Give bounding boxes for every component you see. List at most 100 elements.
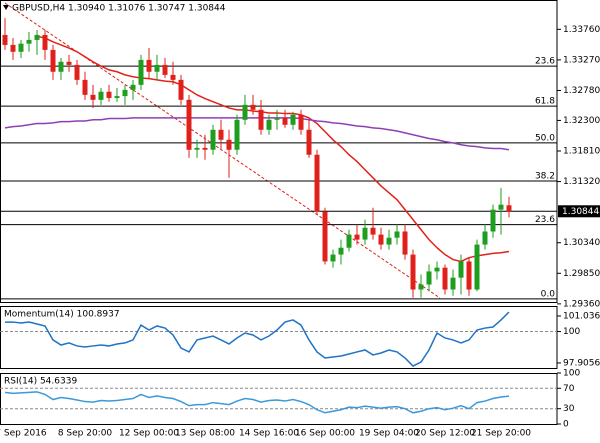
candle-body (82, 79, 88, 95)
candle-body (346, 234, 352, 248)
candle-body (410, 254, 416, 290)
candle-body (42, 34, 48, 50)
y-tick-label: 1.31320 (563, 177, 600, 187)
candle-body (338, 247, 344, 255)
candle-body (386, 237, 392, 245)
candle-body (458, 261, 464, 278)
x-tick-label: 8 Sep 20:00 (58, 429, 113, 439)
candle-body (418, 284, 424, 290)
x-tick-label: 16 Sep 00:00 (295, 429, 355, 439)
x-tick-label: 12 Sep 00:00 (119, 429, 179, 439)
candle-body (138, 59, 144, 85)
fib-label: 23.6 (535, 215, 555, 225)
y-tick-label: 1.32300 (563, 116, 600, 126)
y-tick-label: 1.33270 (563, 55, 600, 65)
candle-body (178, 79, 184, 100)
candle-body (66, 61, 72, 65)
fib-label: 61.8 (535, 97, 555, 107)
indicator-line (5, 311, 510, 367)
candle-body (186, 99, 192, 150)
candle-body (34, 34, 40, 40)
candle-body (250, 104, 256, 110)
candle-body (218, 129, 224, 140)
candle-body (2, 34, 8, 45)
candle-body (442, 267, 448, 290)
candle-body (10, 44, 16, 52)
candle-body (506, 205, 512, 212)
candle-body (434, 267, 440, 272)
panel-frame (0, 306, 558, 369)
y-tick-label: 97.9056 (563, 358, 600, 368)
candle-body (114, 96, 120, 98)
indicator-line (4, 391, 510, 414)
candle-body (106, 91, 112, 98)
candle-body (330, 254, 336, 262)
candle-body (90, 94, 96, 100)
y-tick-label: 1.29850 (563, 269, 600, 279)
y-tick-label: 101.036 (563, 311, 600, 321)
candle-body (258, 109, 264, 130)
panel-title: RSI(14) 54.6339 (4, 377, 77, 387)
fib-label: 38.2 (535, 171, 555, 181)
candle-body (402, 231, 408, 255)
y-tick-label: 1.29360 (563, 299, 600, 309)
y-tick-label: 70 (563, 384, 575, 394)
fib-label: 0.0 (541, 289, 556, 299)
y-tick-label: 1.30340 (563, 238, 600, 248)
candle-body (202, 147, 208, 150)
candle-body (282, 117, 288, 125)
candle-body (58, 61, 64, 72)
panel-title: GBPUSD,H4 1.30940 1.31076 1.30747 1.3084… (12, 4, 226, 14)
x-tick-label: 21 Sep 20:00 (471, 429, 531, 439)
menu-triangle (3, 5, 9, 10)
candle-body (426, 271, 432, 285)
candle-body (490, 209, 496, 232)
candle-body (306, 129, 312, 155)
moving-average (4, 117, 510, 151)
candle-body (274, 117, 280, 120)
y-tick-label: 1.31810 (563, 147, 600, 157)
candle-body (74, 64, 80, 80)
candle-body (322, 211, 328, 262)
moving-average (36, 35, 510, 263)
fib-label: 23.6 (535, 57, 555, 67)
candle-body (210, 129, 216, 150)
x-tick-label: 19 Sep 04:00 (359, 429, 419, 439)
candle-body (98, 91, 104, 100)
candle-body (378, 234, 384, 245)
candle-body (18, 43, 24, 52)
candle-body (314, 154, 320, 212)
price-box-label: 1.30844 (562, 207, 599, 217)
candle-body (130, 84, 136, 90)
candle-body (226, 139, 232, 150)
candle-body (122, 89, 128, 97)
candle-body (290, 114, 296, 125)
candle-body (50, 49, 56, 72)
candle-body (266, 119, 272, 130)
candle-body (154, 64, 160, 72)
y-tick-label: 30 (563, 404, 575, 414)
candle-body (482, 231, 488, 245)
x-tick-label: 14 Sep 16:00 (239, 429, 299, 439)
candle-body (498, 204, 504, 210)
candle-body (162, 64, 168, 75)
y-tick-label: 100 (563, 327, 580, 337)
candle-body (242, 104, 248, 120)
candle-body (146, 59, 152, 72)
candle-body (234, 119, 240, 150)
price-box (558, 205, 600, 218)
x-tick-label: 13 Sep 08:00 (175, 429, 235, 439)
candle-body (394, 231, 400, 238)
y-tick-label: 0 (563, 420, 569, 430)
candle-body (370, 227, 376, 235)
candle-body (354, 234, 360, 240)
candle-body (298, 114, 304, 130)
panel-title: Momentum(14) 100.8937 (4, 310, 120, 320)
y-tick-label: 100 (563, 369, 580, 379)
panel-frame (0, 373, 558, 425)
y-tick-label: 1.33760 (563, 25, 600, 35)
x-tick-label: 20 Sep 12:00 (415, 429, 475, 439)
